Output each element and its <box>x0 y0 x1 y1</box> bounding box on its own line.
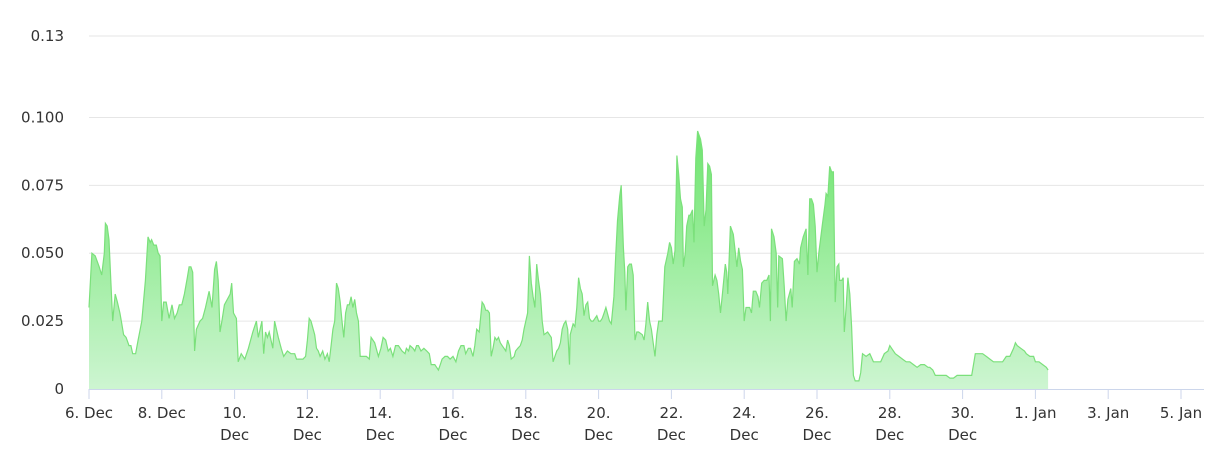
y-tick-label: 0 <box>54 380 64 398</box>
x-tick-label-month: Dec <box>802 426 831 444</box>
x-tick-label: 3. Jan <box>1087 404 1129 422</box>
x-tick-label: 28. <box>878 404 902 422</box>
y-tick-label: 0.025 <box>21 312 64 330</box>
x-tick-label-month: Dec <box>511 426 540 444</box>
x-tick-label-month: Dec <box>730 426 759 444</box>
x-tick-label-month: Dec <box>293 426 322 444</box>
x-tick-label: 1. Jan <box>1014 404 1056 422</box>
x-tick-label: 30. <box>951 404 975 422</box>
x-tick-label: 8. Dec <box>138 404 186 422</box>
gridlines <box>89 35 1204 322</box>
x-tick-label-month: Dec <box>948 426 977 444</box>
x-tick-label: 16. <box>441 404 465 422</box>
x-tick-label: 18. <box>514 404 538 422</box>
x-tick-label-month: Dec <box>366 426 395 444</box>
series-area <box>88 130 1049 389</box>
series-line <box>88 130 1049 382</box>
y-tick-label: 0.13 <box>31 27 64 45</box>
y-tick-label: 0.075 <box>21 176 64 194</box>
x-axis <box>88 389 1204 399</box>
x-tick-label-month: Dec <box>875 426 904 444</box>
y-tick-label: 0.100 <box>21 108 64 126</box>
x-tick-label: 6. Dec <box>65 404 113 422</box>
series-area-fill <box>89 131 1049 389</box>
x-tick-label: 26. <box>805 404 829 422</box>
x-axis-labels: 6. Dec 8. Dec 10. Dec 12. Dec 14. Dec 16. Dec 18. D… <box>65 404 1202 444</box>
x-tick-label-month: Dec <box>438 426 467 444</box>
y-axis-labels: 0 0.025 0.050 0.075 0.100 0.13 <box>21 27 64 398</box>
x-tick-label: 14. <box>368 404 392 422</box>
x-tick-label: 10. <box>223 404 247 422</box>
x-tick-label: 20. <box>587 404 611 422</box>
x-tick-label: 22. <box>659 404 683 422</box>
x-tick-label-month: Dec <box>657 426 686 444</box>
x-tick-label: 24. <box>732 404 756 422</box>
y-tick-label: 0.050 <box>21 244 64 262</box>
x-tick-label: 5. Jan <box>1160 404 1202 422</box>
x-tick-label-month: Dec <box>220 426 249 444</box>
x-tick-label-month: Dec <box>584 426 613 444</box>
x-tick-label: 12. <box>295 404 319 422</box>
